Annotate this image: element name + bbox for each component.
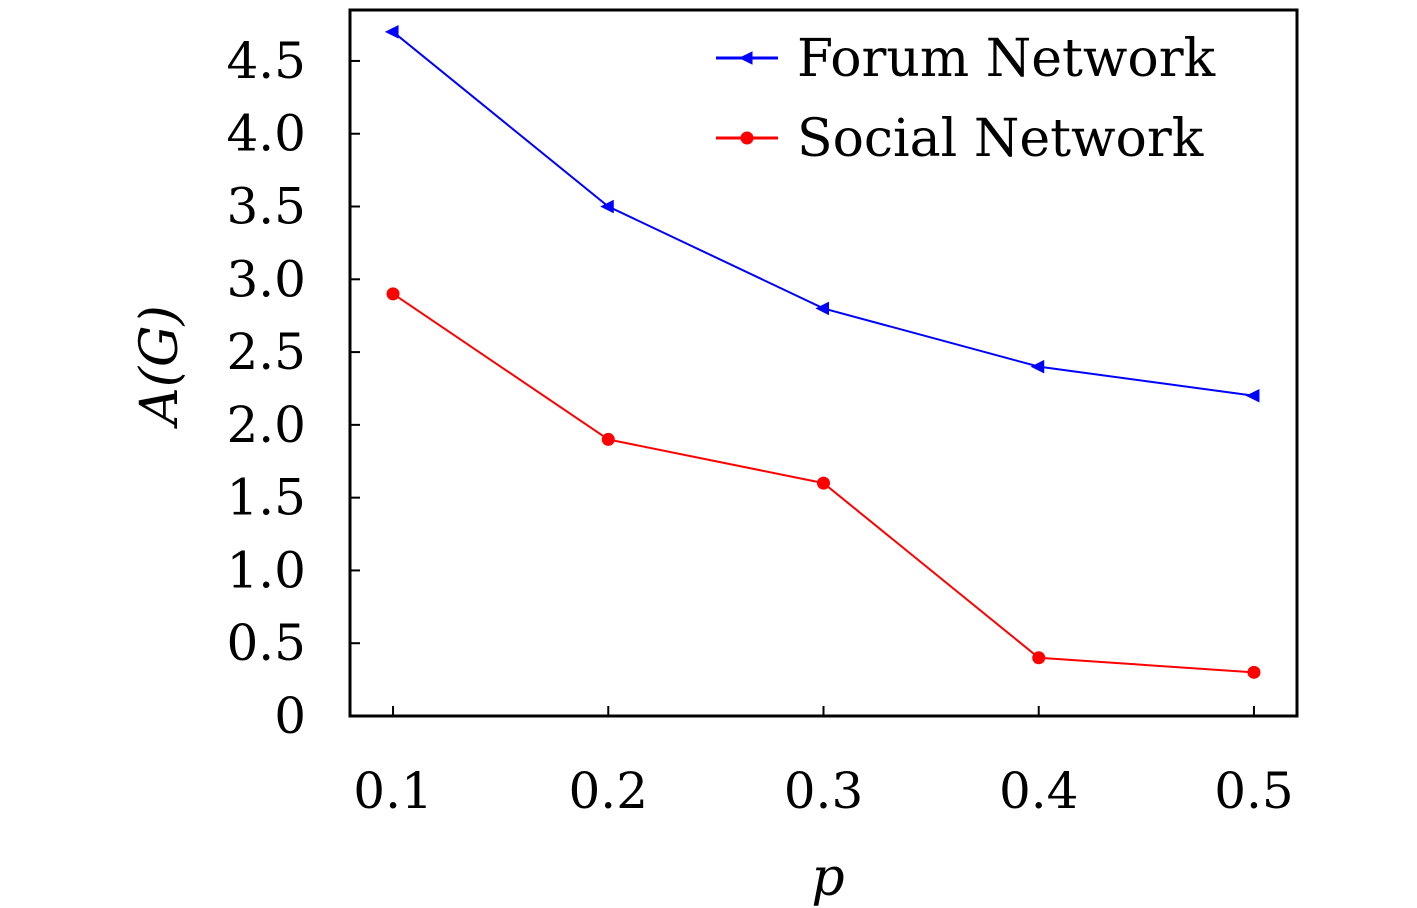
x-tick-label: 0.3 <box>784 762 864 820</box>
legend-label: Social Network <box>797 109 1204 169</box>
data-point <box>601 432 615 446</box>
series-1 <box>386 287 1261 679</box>
data-point <box>1247 665 1261 679</box>
data-point <box>384 25 399 39</box>
legend-item: Forum Network <box>716 29 1216 89</box>
y-tick-label: 3.0 <box>226 250 306 308</box>
y-tick-label: 0.5 <box>226 614 306 672</box>
data-point <box>817 476 830 490</box>
x-tick-label: 0.5 <box>1214 762 1294 820</box>
series-layer <box>384 25 1261 679</box>
data-point <box>386 287 400 301</box>
y-tick-label: 1.5 <box>226 469 306 527</box>
y-tick-label: 1.0 <box>226 541 306 599</box>
legend-marker <box>738 51 753 65</box>
data-point <box>815 301 829 316</box>
series-0 <box>384 25 1260 403</box>
y-tick-label: 2.0 <box>226 396 306 454</box>
data-point <box>1245 388 1260 403</box>
legend-marker <box>740 131 754 145</box>
y-tick-label: 2.5 <box>226 323 306 381</box>
x-axis: 0.1 0.2 0.3 0.4 0.5 <box>353 706 1294 820</box>
x-tick-label: 0.4 <box>999 762 1079 820</box>
legend-label: Forum Network <box>797 29 1216 89</box>
y-tick-label: 4.0 <box>226 105 306 163</box>
x-axis-title: p <box>811 848 844 908</box>
legend-item: Social Network <box>716 109 1204 169</box>
x-tick-label: 0.2 <box>569 762 649 820</box>
y-axis: 0 0.5 1.0 1.5 2.0 2.5 3.0 3.5 4.0 4.5 <box>226 32 360 745</box>
data-point <box>1032 651 1046 665</box>
y-axis-title: A(G) <box>130 305 190 429</box>
y-tick-label: 0 <box>274 687 306 745</box>
y-tick-label: 4.5 <box>226 32 306 90</box>
y-tick-label: 3.5 <box>226 178 306 236</box>
x-tick-label: 0.1 <box>353 762 433 820</box>
data-point <box>600 199 614 214</box>
data-point <box>1030 359 1045 374</box>
legend: Forum Network Social Network <box>716 29 1216 169</box>
